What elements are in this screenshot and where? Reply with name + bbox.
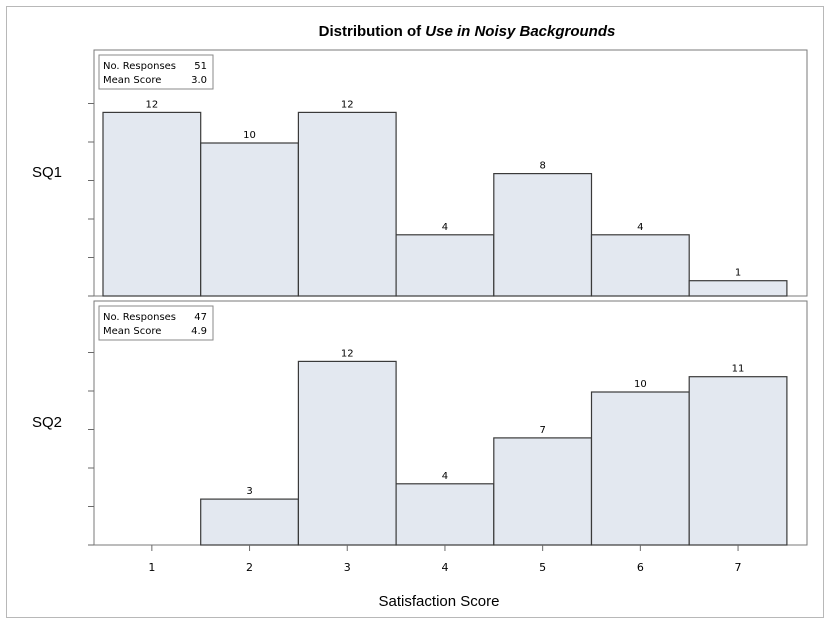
stats-value-responses: 47 xyxy=(194,312,207,323)
stats-box-border xyxy=(98,54,214,90)
stats-box: No. Responses 51 Mean Score 3.0 xyxy=(98,54,214,90)
bar-value-label: 10 xyxy=(243,130,256,141)
stats-box-border xyxy=(98,305,214,341)
bar xyxy=(297,111,397,297)
stats-value-mean: 3.0 xyxy=(191,75,207,86)
bar xyxy=(102,111,202,297)
panel-1: SQ1 12 10 12 4 8 4 1 No. Responses 51 Mean Score 3.… xyxy=(32,49,808,297)
x-tick-label: 4 xyxy=(441,561,448,574)
stats-value-responses: 51 xyxy=(194,61,207,72)
bar-value-label: 1 xyxy=(735,268,741,279)
chart-title-prefix: Distribution of xyxy=(319,23,426,40)
x-tick-label: 6 xyxy=(637,561,644,574)
stats-label-responses: No. Responses xyxy=(103,61,176,72)
bar xyxy=(590,234,690,297)
bar-value-label: 4 xyxy=(442,471,448,482)
bar-value-label: 11 xyxy=(732,364,745,375)
x-tick-label: 2 xyxy=(246,561,253,574)
bar-value-label: 4 xyxy=(637,222,643,233)
bar xyxy=(493,173,593,297)
bar-value-label: 4 xyxy=(442,222,448,233)
x-axis: 1 2 3 4 5 6 7 xyxy=(148,545,742,574)
bar-value-label: 7 xyxy=(539,425,545,436)
bar-value-label: 3 xyxy=(246,486,252,497)
bar xyxy=(493,437,593,546)
chart-svg: Distribution of Use in Noisy Backgrounds… xyxy=(32,23,808,610)
bar xyxy=(590,391,690,546)
bar xyxy=(688,376,788,546)
bar-value-label: 12 xyxy=(341,348,354,359)
bar xyxy=(395,234,495,297)
chart-panels: SQ1 12 10 12 4 8 4 1 No. Responses 51 Mean Score 3.… xyxy=(32,49,808,546)
stats-value-mean: 4.9 xyxy=(191,326,207,337)
stats-label-mean: Mean Score xyxy=(103,75,161,86)
row-label-sq2: SQ2 xyxy=(32,414,62,431)
stats-label-mean: Mean Score xyxy=(103,326,161,337)
chart-title: Distribution of Use in Noisy Backgrounds xyxy=(319,23,616,40)
bar-value-label: 12 xyxy=(145,99,158,110)
bar xyxy=(200,142,299,297)
x-tick-label: 1 xyxy=(148,561,155,574)
bar-value-label: 12 xyxy=(341,99,354,110)
bar xyxy=(200,498,299,546)
x-tick-label: 5 xyxy=(539,561,546,574)
chart-frame: Distribution of Use in Noisy Backgrounds… xyxy=(6,6,824,618)
x-tick-label: 3 xyxy=(344,561,351,574)
stats-label-responses: No. Responses xyxy=(103,312,176,323)
stats-box: No. Responses 47 Mean Score 4.9 xyxy=(98,305,214,341)
bar xyxy=(395,483,495,546)
chart-title-emphasis: Use in Noisy Backgrounds xyxy=(425,23,615,40)
x-axis-label: Satisfaction Score xyxy=(379,593,500,610)
bar-value-label: 8 xyxy=(539,161,545,172)
bar xyxy=(688,280,788,297)
bar-value-label: 10 xyxy=(634,379,647,390)
bar xyxy=(297,360,397,546)
row-label-sq1: SQ1 xyxy=(32,164,62,181)
x-tick-label: 7 xyxy=(735,561,742,574)
